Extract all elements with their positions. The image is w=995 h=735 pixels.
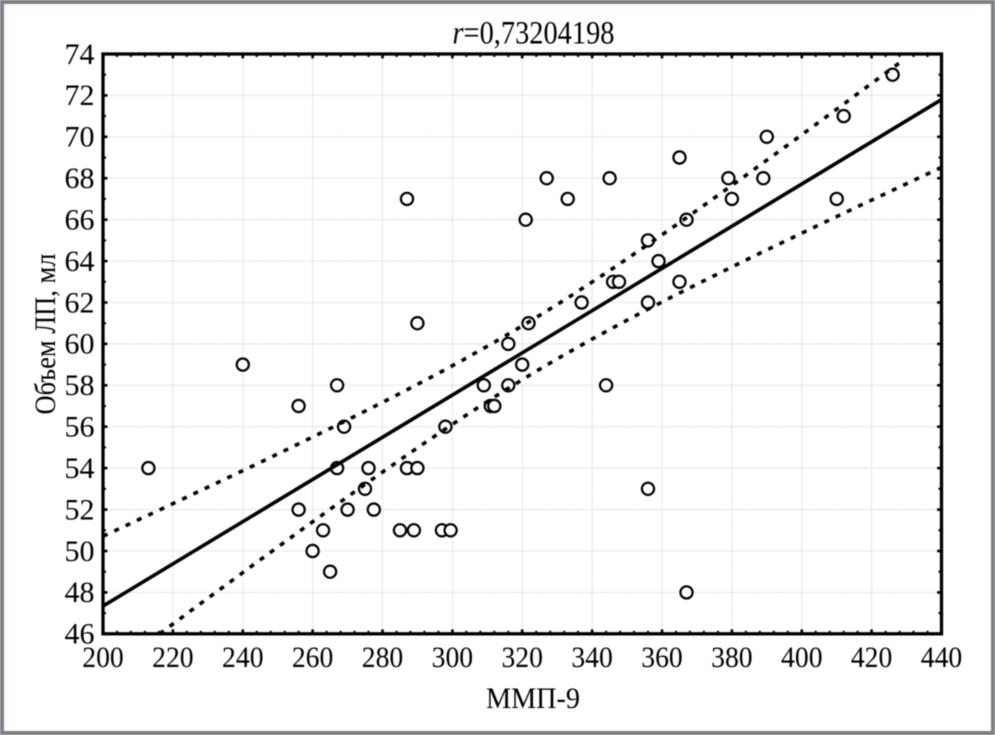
svg-text:74: 74 — [65, 38, 95, 71]
svg-text:340: 340 — [571, 641, 613, 674]
svg-text:66: 66 — [65, 204, 95, 237]
svg-text:50: 50 — [65, 535, 95, 568]
svg-text:62: 62 — [65, 286, 95, 319]
svg-text:220: 220 — [152, 641, 194, 674]
svg-text:58: 58 — [65, 369, 95, 402]
svg-text:46: 46 — [65, 618, 95, 651]
svg-text:60: 60 — [65, 328, 95, 361]
svg-text:72: 72 — [65, 79, 95, 112]
svg-text:64: 64 — [65, 245, 95, 278]
svg-text:380: 380 — [711, 641, 753, 674]
svg-text:56: 56 — [65, 411, 95, 444]
svg-text:440: 440 — [921, 641, 963, 674]
svg-text:240: 240 — [222, 641, 264, 674]
svg-text:200: 200 — [82, 641, 124, 674]
svg-text:360: 360 — [641, 641, 683, 674]
svg-text:52: 52 — [65, 493, 95, 526]
svg-text:70: 70 — [65, 121, 95, 154]
svg-text:48: 48 — [65, 576, 95, 609]
svg-text:r=0,73204198: r=0,73204198 — [453, 16, 615, 52]
svg-text:320: 320 — [501, 641, 543, 674]
svg-text:260: 260 — [292, 641, 334, 674]
svg-text:68: 68 — [65, 162, 95, 195]
svg-text:420: 420 — [851, 641, 893, 674]
svg-text:280: 280 — [362, 641, 404, 674]
svg-text:54: 54 — [65, 452, 95, 485]
svg-text:Объем ЛП, мл: Объем ЛП, мл — [29, 253, 62, 414]
svg-text:ММП-9: ММП-9 — [486, 682, 580, 715]
svg-text:400: 400 — [781, 641, 823, 674]
svg-text:300: 300 — [432, 641, 474, 674]
